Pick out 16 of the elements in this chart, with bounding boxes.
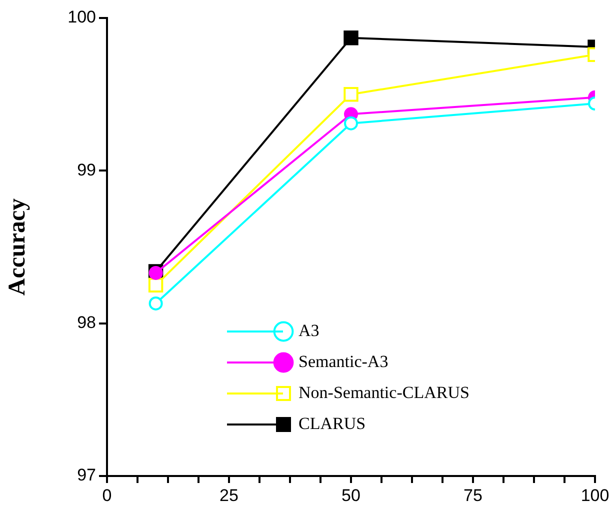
x-tick-label: 75 xyxy=(464,486,482,505)
y-tick-label: 100 xyxy=(68,8,96,27)
legend-label: A3 xyxy=(298,320,320,340)
y-tick-label: 97 xyxy=(77,466,96,485)
x-tick-label: 50 xyxy=(342,486,360,505)
point xyxy=(148,296,163,310)
y-tick-label: 98 xyxy=(77,313,96,332)
y-axis-title: Accuracy xyxy=(4,198,31,296)
x-tick-label: 100 xyxy=(580,486,610,505)
y-tick-label: 99 xyxy=(77,160,96,180)
legend-label: CLARUS xyxy=(298,414,366,433)
x-tick-label: 0 xyxy=(102,486,112,505)
legend-label: Semantic-A3 xyxy=(298,352,388,371)
x-tick-label: 25 xyxy=(220,486,238,505)
point xyxy=(148,278,164,293)
legend-label: Non-Semantic-CLARUS xyxy=(298,382,470,402)
